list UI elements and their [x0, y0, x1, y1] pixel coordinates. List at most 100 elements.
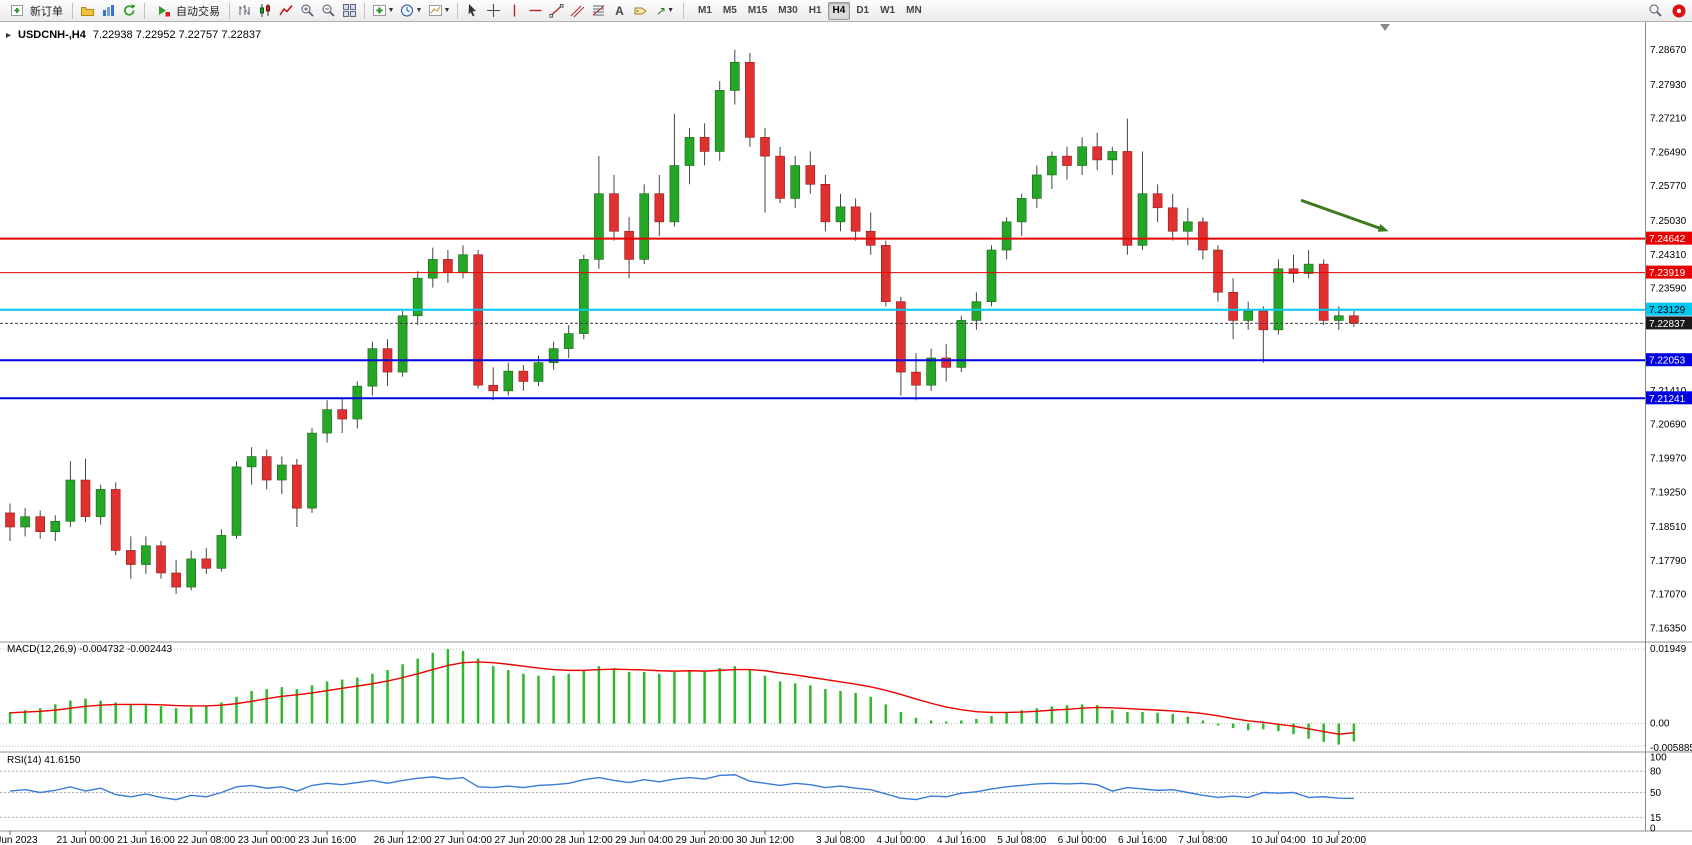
price-axis-label: 7.17070: [1650, 590, 1687, 601]
candlestick-chart-icon[interactable]: [256, 2, 275, 20]
timeframe-w1[interactable]: W1: [880, 4, 896, 16]
time-axis-label: 6 Jul 16:00: [1118, 835, 1167, 845]
price-axis-label: 7.18510: [1650, 522, 1687, 533]
horizontal-lines: [0, 237, 1646, 400]
candle: [1198, 221, 1208, 251]
rsi-axis-label: 100: [1650, 753, 1667, 764]
macd-panel: 0.01949 0.00 -0.005885: [0, 644, 1692, 754]
notification-icon[interactable]: [1669, 2, 1688, 20]
zoom-in-icon[interactable]: [298, 2, 317, 20]
tile-windows-icon[interactable]: [340, 2, 359, 20]
channel-icon[interactable]: [568, 2, 587, 20]
candle: [307, 432, 317, 509]
zoom-out-icon[interactable]: [319, 2, 338, 20]
timeframe-h1[interactable]: H1: [808, 4, 822, 16]
timeframe-m5[interactable]: M5: [722, 4, 737, 16]
rsi-line: [9, 774, 1354, 801]
chart-shift-marker[interactable]: [1380, 24, 1390, 31]
candle: [488, 384, 499, 392]
candle: [1107, 151, 1118, 161]
timeframe-d1[interactable]: D1: [856, 4, 870, 16]
candle: [292, 464, 302, 509]
periods-icon[interactable]: ▼: [398, 2, 424, 20]
candle: [186, 558, 196, 588]
market-watch-icon[interactable]: [99, 2, 118, 20]
toolbar-separator: [229, 2, 230, 19]
candle: [427, 259, 438, 279]
candle: [729, 61, 740, 91]
indicators-icon[interactable]: ▼: [370, 2, 396, 20]
chart-title: ▸ USDCNH-,H4 7.22938 7.22952 7.22757 7.2…: [6, 29, 261, 41]
macd-axis-label: -0.005885: [1650, 743, 1692, 754]
candle: [1334, 315, 1344, 321]
candle: [1288, 268, 1299, 274]
candle: [1167, 207, 1178, 232]
time-axis-label: 28 Jun 12:00: [555, 835, 613, 845]
cursor-icon[interactable]: [463, 2, 482, 20]
macd-axis-label: 0.00: [1650, 719, 1670, 730]
fibonacci-icon[interactable]: [589, 2, 608, 20]
candle: [684, 137, 695, 166]
candle: [1137, 193, 1148, 246]
timeframe-mn[interactable]: MN: [906, 4, 922, 16]
candle: [533, 362, 544, 382]
timeframe-m1[interactable]: M1: [698, 4, 712, 16]
candle: [986, 249, 997, 302]
candle: [276, 464, 287, 481]
toolbar-separator: [72, 2, 73, 19]
candle: [5, 512, 15, 528]
new-order-button[interactable]: 新订单: [4, 2, 67, 20]
templates-icon[interactable]: ▼: [426, 2, 452, 20]
macd-signal-line: [9, 661, 1354, 735]
price-axis-label: 7.19250: [1650, 487, 1687, 498]
bar-chart-icon[interactable]: [235, 2, 254, 20]
toolbar-right-group: [1646, 2, 1688, 20]
candle: [624, 230, 634, 260]
search-icon[interactable]: [1646, 2, 1665, 20]
candle: [141, 545, 151, 565]
price-chart-canvas[interactable]: 7.28670 7.27930 7.27210 7.26490 7.25770 7.250…: [0, 22, 1692, 845]
label-icon[interactable]: [631, 2, 650, 20]
price-badge-value: 7.22053: [1649, 356, 1686, 367]
candle: [1062, 155, 1072, 166]
arrows-icon[interactable]: ↗ ▼: [656, 3, 674, 18]
timeframe-m15[interactable]: M15: [747, 4, 768, 16]
line-chart-icon[interactable]: [277, 2, 296, 20]
timeframe-h4[interactable]: H4: [827, 1, 851, 20]
trendline-icon[interactable]: [547, 2, 566, 20]
candle: [1077, 146, 1087, 166]
time-axis-label: 10 Jul 04:00: [1251, 835, 1306, 845]
price-axis-label: 7.28670: [1650, 45, 1687, 56]
profiles-icon[interactable]: [78, 2, 97, 20]
vertical-line-icon[interactable]: [505, 2, 524, 20]
time-axis-label: 4 Jul 00:00: [876, 835, 925, 845]
chart-window[interactable]: ▸ USDCNH-,H4 7.22938 7.22952 7.22757 7.2…: [0, 22, 1692, 845]
time-axis-label: 6 Jul 00:00: [1058, 835, 1107, 845]
rsi-panel: 100 80 50 150: [0, 753, 1667, 835]
refresh-icon[interactable]: [120, 2, 139, 20]
candle: [880, 245, 891, 302]
text-icon[interactable]: A: [615, 3, 624, 18]
candle: [1001, 221, 1012, 251]
candle: [1349, 315, 1359, 324]
candle: [367, 348, 378, 387]
candle: [775, 155, 785, 199]
time-axis-label: 10 Jul 20:00: [1312, 835, 1367, 845]
candle: [458, 254, 468, 273]
candle: [95, 489, 106, 517]
candle: [548, 348, 559, 363]
one-click-trading-toggle[interactable]: ▸: [6, 29, 12, 41]
price-axis-label: 7.17790: [1650, 556, 1687, 567]
horizontal-line-icon[interactable]: [526, 2, 545, 20]
chart-symbol-period: USDCNH-,H4: [18, 29, 86, 41]
timeframe-m30[interactable]: M30: [778, 4, 798, 16]
candle: [1273, 268, 1284, 331]
candle: [201, 558, 212, 569]
candles: [5, 49, 1359, 595]
time-axis-label: 27 Jun 04:00: [434, 835, 492, 845]
crosshair-icon[interactable]: [484, 2, 503, 20]
auto-trading-button[interactable]: 自动交易: [150, 2, 224, 20]
green-arrow-line[interactable]: [1300, 198, 1384, 231]
candle: [820, 184, 831, 223]
chart-ohlc-values: 7.22938 7.22952 7.22757 7.22837: [92, 29, 262, 41]
